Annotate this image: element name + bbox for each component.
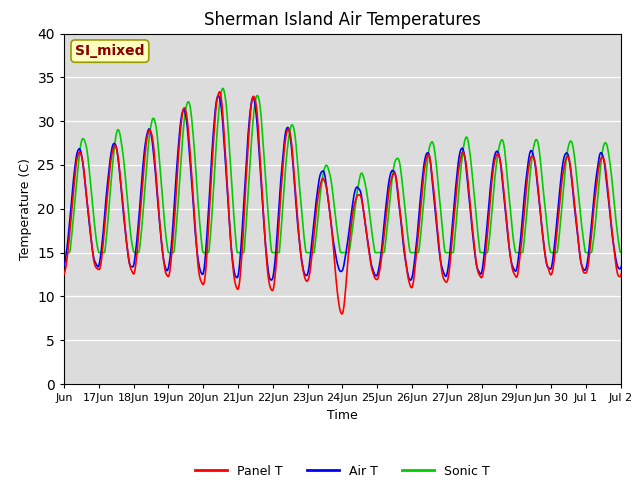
Title: Sherman Island Air Temperatures: Sherman Island Air Temperatures [204, 11, 481, 29]
Text: SI_mixed: SI_mixed [75, 44, 145, 58]
Legend: Panel T, Air T, Sonic T: Panel T, Air T, Sonic T [191, 460, 494, 480]
Y-axis label: Temperature (C): Temperature (C) [19, 158, 32, 260]
X-axis label: Time: Time [327, 408, 358, 421]
